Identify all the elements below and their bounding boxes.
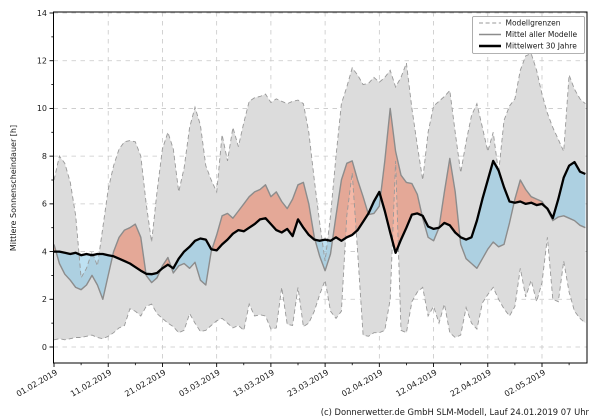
above-normal-region — [380, 108, 423, 253]
axes-frame — [53, 11, 588, 364]
y-tick-label: 6 — [42, 200, 47, 209]
x-tick-label: 13.03.2019 — [232, 368, 276, 399]
x-tick-label: 01.02.2019 — [15, 368, 59, 399]
x-tick-label: 22.04.2019 — [449, 368, 493, 399]
climate-mean-polyline — [54, 159, 586, 276]
x-tick-label: 12.04.2019 — [394, 368, 438, 399]
model-range-band — [54, 53, 586, 340]
legend-box — [472, 16, 585, 54]
y-tick-label: 14 — [37, 9, 47, 18]
y-tick-label: 12 — [37, 57, 47, 66]
y-tick-label: 2 — [42, 295, 47, 304]
model-max-line — [53, 52, 586, 280]
legend-label-modellgrenzen: Modellgrenzen — [506, 19, 561, 28]
model-range-area — [54, 53, 586, 340]
x-tick-label: 03.03.2019 — [177, 368, 221, 399]
y-tick-labels: 0 2 4 6 8 10 12 14 — [37, 9, 47, 352]
axis-ticks — [49, 12, 570, 367]
y-axis-title: Mittlere Sonnenscheindauer [h] — [9, 125, 18, 251]
x-tick-label: 02.05.2019 — [503, 368, 547, 399]
x-tick-labels: 01.02.2019 11.02.2019 21.02.2019 03.03.2019… — [15, 368, 547, 399]
above-normal-region — [439, 158, 460, 237]
above-normal-fill — [54, 108, 546, 274]
y-tick-label: 0 — [42, 343, 47, 352]
y-tick-label: 8 — [42, 152, 47, 161]
legend-label-mittelwert-30-jahre: Mittelwert 30 Jahre — [506, 42, 578, 51]
x-tick-label: 11.02.2019 — [69, 368, 113, 399]
y-tick-label: 10 — [37, 104, 47, 113]
below-normal-region — [171, 238, 212, 285]
x-tick-label: 21.02.2019 — [123, 368, 167, 399]
y-tick-label: 4 — [42, 247, 47, 256]
plot-frame — [53, 11, 588, 364]
legend: Modellgrenzen Mittel aller Modelle Mitte… — [472, 16, 585, 54]
copyright-caption: (c) Donnerwetter.de GmbH SLM-Modell, Lau… — [321, 407, 590, 417]
above-normal-region — [112, 224, 146, 274]
below-normal-region — [459, 160, 515, 269]
below-normal-region — [315, 239, 333, 271]
climate-mean-line — [54, 159, 586, 276]
x-tick-label: 23.03.2019 — [286, 368, 330, 399]
model-mean-polyline — [53, 107, 586, 300]
model-mean-line — [53, 107, 586, 300]
model-boundary-dashed-lines — [53, 52, 586, 341]
above-normal-region — [212, 182, 315, 251]
x-tick-label: 02.04.2019 — [340, 368, 384, 399]
legend-label-mittel-aller-modelle: Mittel aller Modelle — [506, 30, 578, 39]
